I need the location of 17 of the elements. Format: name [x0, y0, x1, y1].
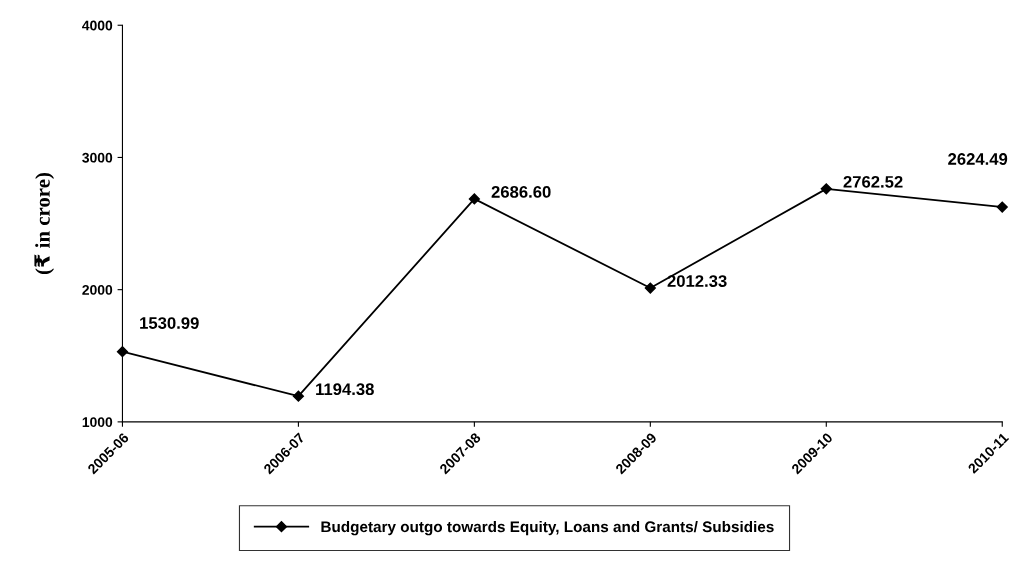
y-axis-title: (₹ in crore)	[34, 173, 55, 275]
data-label: 1530.99	[140, 317, 199, 329]
data-label: 2012.33	[667, 275, 727, 287]
data-label: 2624.49	[948, 153, 1008, 165]
data-label: 1194.38	[316, 383, 374, 396]
y-tick-label: 1000	[82, 417, 113, 428]
point	[820, 183, 832, 195]
point	[644, 282, 656, 294]
data-label: 2686.60	[491, 186, 551, 198]
point	[996, 201, 1008, 213]
point	[468, 193, 480, 205]
y-tick-label: 4000	[82, 20, 113, 31]
y-tick-label: 2000	[82, 285, 113, 295]
y-tick-label: 3000	[82, 152, 113, 163]
data-label: 2762.52	[843, 175, 903, 188]
point	[292, 390, 305, 402]
legend-label: Budgetary outgo towards Equity, Loans and Grants/ Subsidies	[321, 520, 774, 536]
